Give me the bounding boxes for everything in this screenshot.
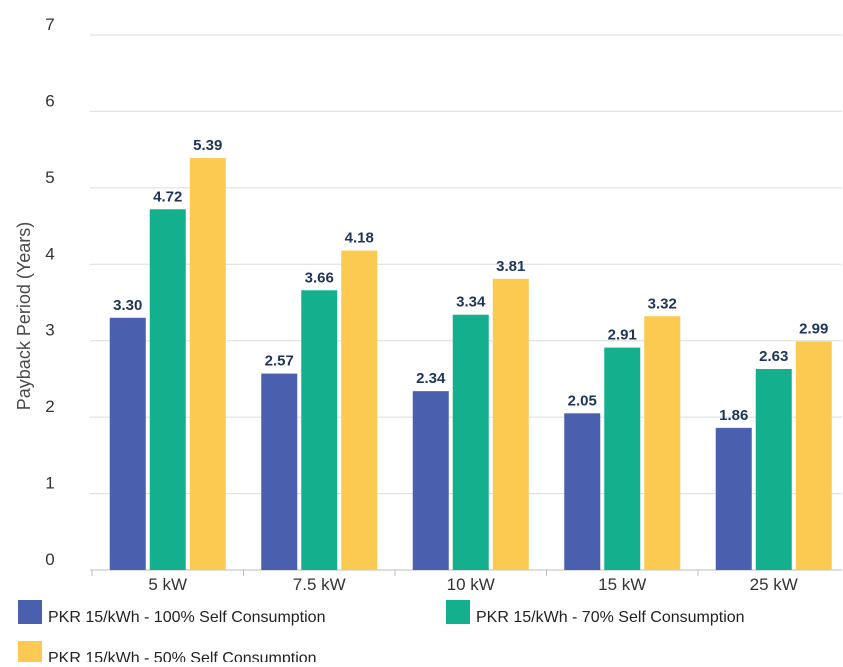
x-axis-ticks: 5 kW 7.5 kW 10 kW 15 kW 25 kW bbox=[91, 570, 798, 594]
data-label: 2.05 bbox=[568, 392, 597, 409]
data-label: 4.72 bbox=[153, 188, 182, 205]
bar-2-3 bbox=[452, 314, 489, 570]
y-axis-title: Payback Period (Years) bbox=[14, 222, 34, 410]
bar-1-2 bbox=[261, 373, 298, 570]
bars bbox=[109, 158, 832, 571]
data-label: 5.39 bbox=[193, 137, 222, 154]
bar-3-2 bbox=[341, 250, 378, 570]
legend: PKR 15/kWh - 100% Self Consumption PKR 15… bbox=[18, 600, 745, 667]
y-tick-label: 1 bbox=[45, 474, 54, 493]
legend-swatch-3 bbox=[18, 641, 42, 665]
bar-1-3 bbox=[412, 391, 449, 570]
x-tick-label: 5 kW bbox=[148, 575, 187, 594]
bar-2-5 bbox=[755, 368, 792, 570]
data-labels: 3.30 4.72 5.39 2.57 3.66 4.18 2.34 3.34 3.81 2.05… bbox=[113, 137, 828, 424]
y-tick-label: 6 bbox=[45, 91, 54, 110]
data-label: 3.34 bbox=[456, 294, 486, 311]
legend-label-1: PKR 15/kWh - 100% Self Consumption bbox=[48, 609, 325, 626]
data-label: 2.57 bbox=[265, 353, 294, 370]
x-tick-label: 25 kW bbox=[750, 575, 798, 594]
y-tick-label: 5 bbox=[45, 168, 54, 187]
bar-3-3 bbox=[492, 278, 529, 570]
bar-3-5 bbox=[795, 341, 832, 570]
data-label: 2.99 bbox=[799, 320, 828, 337]
y-tick-label: 3 bbox=[45, 321, 54, 340]
data-label: 3.32 bbox=[648, 295, 677, 312]
bar-1-5 bbox=[715, 427, 752, 570]
y-tick-label: 0 bbox=[45, 550, 54, 569]
bar-1-1 bbox=[109, 317, 146, 570]
x-tick-label: 7.5 kW bbox=[293, 575, 346, 594]
bar-2-4 bbox=[604, 347, 641, 570]
legend-label-3: PKR 15/kWh - 50% Self Consumption bbox=[48, 650, 317, 662]
bar-1-4 bbox=[564, 413, 601, 570]
data-label: 3.30 bbox=[113, 297, 142, 314]
legend-swatch-1 bbox=[18, 600, 42, 624]
y-tick-label: 2 bbox=[45, 397, 54, 416]
legend-swatch-2 bbox=[446, 600, 470, 624]
x-tick-label: 15 kW bbox=[598, 575, 646, 594]
y-axis-ticks: 0 1 2 3 4 5 6 7 bbox=[45, 15, 54, 569]
data-label: 1.86 bbox=[719, 407, 748, 424]
bar-3-1 bbox=[189, 158, 226, 571]
data-label: 3.81 bbox=[496, 258, 525, 275]
data-label: 2.91 bbox=[608, 327, 637, 344]
data-label: 2.63 bbox=[759, 348, 788, 365]
y-tick-label: 4 bbox=[45, 244, 54, 263]
bar-2-1 bbox=[149, 209, 186, 570]
x-tick-label: 10 kW bbox=[447, 575, 495, 594]
data-label: 4.18 bbox=[345, 230, 374, 247]
y-tick-label: 7 bbox=[45, 15, 54, 34]
data-label: 2.34 bbox=[416, 370, 446, 387]
bar-3-4 bbox=[644, 316, 681, 570]
legend-label-2: PKR 15/kWh - 70% Self Consumption bbox=[476, 609, 745, 626]
data-label: 3.66 bbox=[305, 269, 334, 286]
bar-2-2 bbox=[301, 290, 338, 570]
